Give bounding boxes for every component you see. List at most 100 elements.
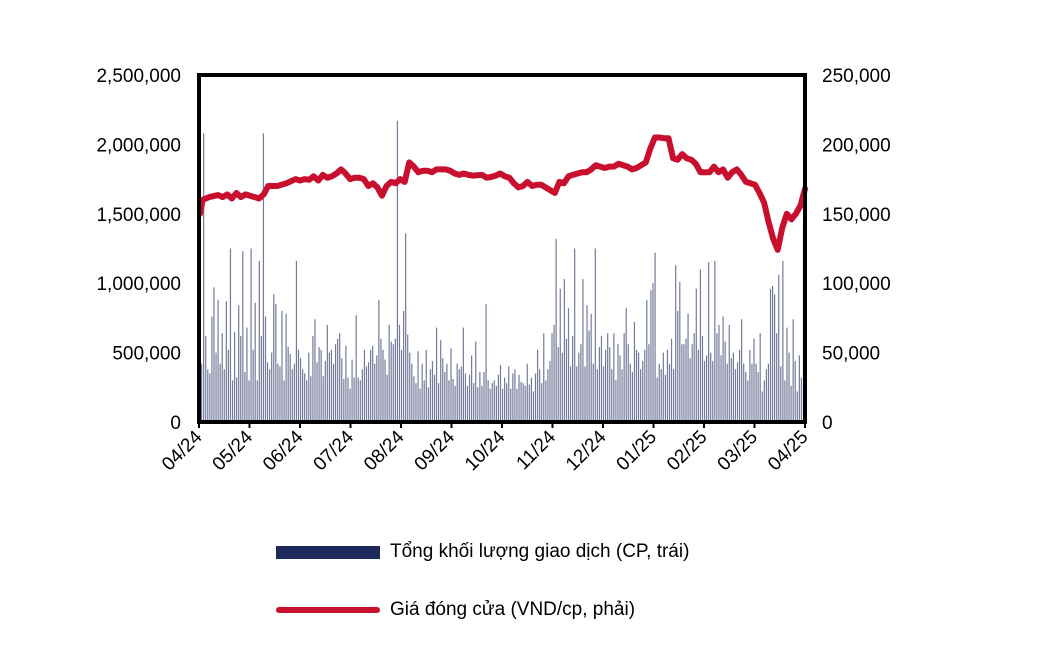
volume-bar — [792, 319, 794, 422]
volume-bar — [782, 260, 784, 422]
volume-bar — [345, 345, 347, 422]
volume-bar — [720, 355, 722, 422]
volume-bar — [609, 347, 611, 422]
volume-bar — [745, 372, 747, 422]
volume-bar — [248, 380, 250, 422]
volume-bar — [547, 369, 549, 422]
volume-bar — [640, 369, 642, 422]
volume-bar — [728, 324, 730, 422]
volume-bar — [714, 260, 716, 422]
volume-bar — [485, 304, 487, 422]
volume-bar — [652, 283, 654, 422]
volume-bar — [205, 335, 207, 422]
volume-bar — [631, 372, 633, 422]
volume-bar — [468, 374, 471, 422]
x-tick-label: 05/24 — [209, 426, 258, 475]
volume-bar — [539, 369, 541, 422]
volume-bar — [510, 388, 512, 422]
right-tick-label: 150,000 — [822, 205, 891, 226]
volume-bar — [724, 341, 726, 422]
right-tick-label: 200,000 — [822, 135, 891, 156]
volume-bar — [394, 338, 396, 422]
volume-bar — [605, 349, 607, 422]
volume-bar — [708, 262, 710, 422]
volume-bar — [211, 316, 213, 422]
volume-bar — [584, 366, 586, 422]
volume-bar — [633, 322, 636, 422]
x-tick-label: 12/24 — [562, 426, 611, 475]
volume-bar — [367, 362, 370, 422]
volume-bar — [254, 302, 256, 422]
volume-bar — [664, 374, 666, 422]
volume-bar — [279, 366, 281, 422]
volume-bar — [526, 363, 528, 422]
volume-bar — [536, 349, 539, 422]
volume-bar — [295, 260, 298, 422]
right-tick-label: 50,000 — [822, 344, 880, 365]
volume-bar — [685, 338, 687, 422]
volume-bar — [695, 288, 697, 422]
volume-bar — [790, 385, 792, 422]
volume-bar — [252, 349, 254, 422]
volume-bar — [376, 355, 378, 422]
volume-bar — [757, 372, 759, 422]
volume-bar — [576, 366, 578, 422]
volume-bar — [236, 377, 238, 422]
volume-bar — [734, 369, 737, 422]
volume-bar — [522, 383, 524, 422]
volume-bar — [800, 377, 803, 422]
volume-bar — [561, 352, 563, 422]
volume-bar — [619, 355, 621, 422]
volume-bar — [413, 376, 415, 422]
volume-bar — [574, 248, 576, 422]
volume-bar — [736, 362, 739, 422]
volume-bar — [227, 349, 229, 422]
volume-bar — [635, 349, 638, 422]
volume-bar — [541, 383, 543, 422]
volume-bar — [776, 333, 778, 422]
volume-bar — [673, 369, 675, 422]
volume-bar — [771, 285, 774, 422]
volume-bar — [330, 349, 333, 422]
volume-bars — [201, 120, 807, 423]
volume-bar — [530, 377, 532, 422]
volume-bar — [250, 248, 252, 422]
volume-bar — [308, 352, 310, 422]
volume-bar — [481, 385, 483, 422]
volume-bar — [390, 341, 392, 422]
x-axis-ticks: 04/24 05/24 06/24 07/24 08/24 09/24 10/24 11/24… — [158, 422, 813, 475]
left-tick-label: 2,500,000 — [96, 66, 181, 87]
volume-bar — [466, 385, 469, 422]
volume-bar — [458, 369, 460, 422]
volume-bar — [442, 358, 444, 422]
volume-bar — [396, 120, 399, 423]
price-line-path — [197, 134, 808, 253]
volume-bar — [473, 383, 475, 422]
volume-bar — [594, 248, 596, 422]
volume-bar — [306, 380, 308, 422]
volume-bar — [440, 340, 442, 422]
volume-bar — [326, 324, 328, 422]
volume-bar — [683, 344, 685, 422]
volume-bar — [452, 378, 454, 422]
volume-bar — [450, 348, 452, 422]
volume-bar — [372, 345, 374, 422]
volume-bar — [767, 363, 770, 422]
volume-bar — [417, 351, 419, 422]
volume-bar — [794, 360, 796, 422]
volume-bar — [493, 380, 495, 422]
volume-bar — [668, 363, 671, 422]
volume-bar — [508, 366, 510, 422]
volume-bar — [314, 319, 316, 422]
volume-bar — [260, 335, 262, 422]
volume-bar — [266, 362, 269, 422]
volume-bar — [382, 349, 384, 422]
volume-bar — [697, 349, 699, 422]
left-tick-label: 1,500,000 — [96, 205, 181, 226]
volume-bar — [662, 352, 664, 422]
volume-bar — [582, 279, 584, 422]
volume-bar — [347, 377, 349, 422]
volume-bar — [281, 310, 283, 422]
volume-bar — [687, 313, 689, 422]
volume-bar — [464, 373, 467, 422]
